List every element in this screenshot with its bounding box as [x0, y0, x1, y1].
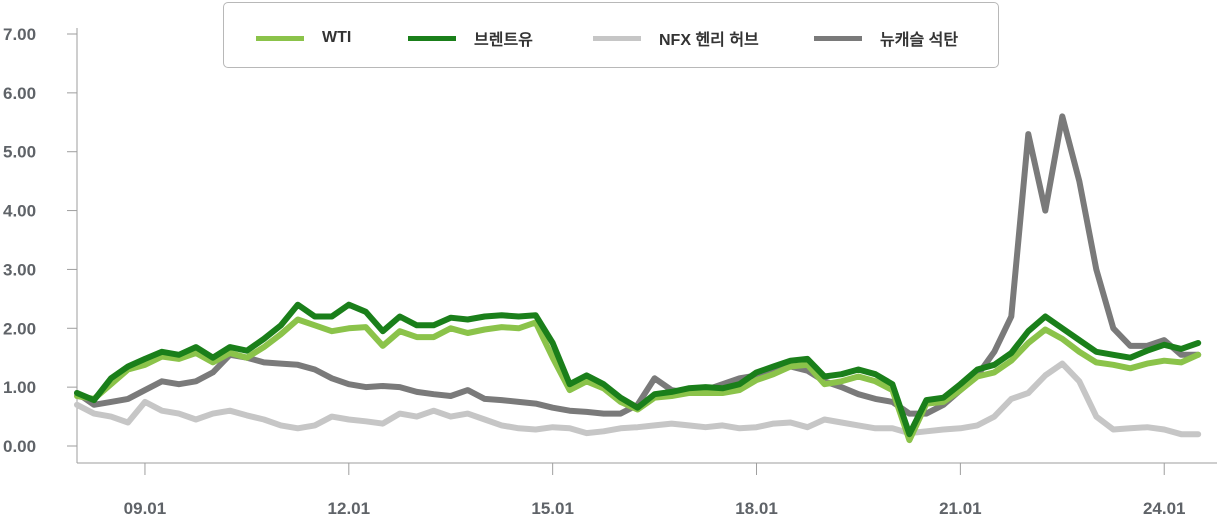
y-tick-label: 1.00 [3, 378, 36, 397]
y-tick-label: 4.00 [3, 202, 36, 221]
y-tick-label: 0.00 [3, 437, 36, 456]
y-tick-label: 6.00 [3, 84, 36, 103]
legend-item-brent: 브렌트유 [408, 29, 533, 49]
x-tick-label: 15.01 [531, 499, 574, 517]
x-tick-label: 18.01 [735, 499, 778, 517]
series-line-newcastle [74, 113, 1202, 417]
legend-label-brent: 브렌트유 [474, 32, 533, 49]
legend-swatch-newcastle [814, 35, 862, 41]
legend-item-newcastle: 뉴캐슬 석탄 [814, 29, 959, 49]
x-tick-label: 21.01 [939, 499, 982, 517]
x-tick-label: 09.01 [124, 499, 167, 517]
legend-item-wti: WTI [256, 29, 351, 47]
legend-swatch-wti [256, 35, 304, 41]
y-tick-label: 3.00 [3, 260, 36, 279]
y-axis: 0.00 1.00 2.00 3.00 4.00 5.00 6.00 7.00 [3, 25, 78, 463]
y-tick-label: 7.00 [3, 25, 36, 44]
x-tick-label: 24.01 [1143, 499, 1186, 517]
legend-label-henry-hub: NFX 헨리 허브 [659, 32, 759, 49]
series-line-henry-hub [74, 360, 1202, 438]
legend-label-wti: WTI [322, 29, 352, 46]
series-line-brent [74, 301, 1202, 438]
legend-item-henry-hub: NFX 헨리 허브 [593, 29, 759, 49]
legend-swatch-brent [408, 35, 456, 41]
series-layer [74, 113, 1202, 444]
y-tick-label: 5.00 [3, 143, 36, 162]
legend-swatch-henry-hub [593, 35, 641, 41]
y-tick-label: 2.00 [3, 319, 36, 338]
legend-label-newcastle: 뉴캐슬 석탄 [880, 32, 959, 49]
x-axis: 09.01 12.01 15.01 18.01 21.01 24.01 [77, 462, 1217, 517]
x-tick-label: 12.01 [328, 499, 371, 517]
legend: WTI 브렌트유 NFX 헨리 허브 뉴캐슬 석탄 [223, 2, 999, 68]
series-line-wti [74, 316, 1202, 444]
